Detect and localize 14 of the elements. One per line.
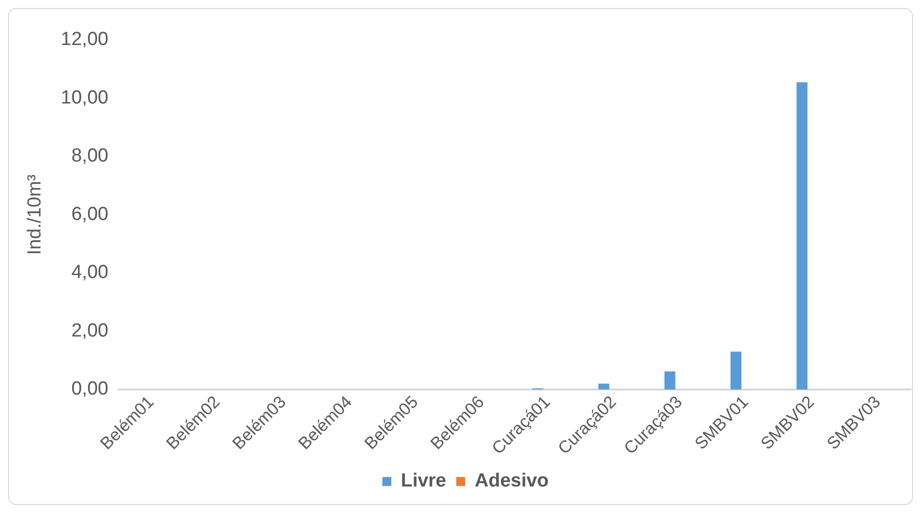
legend-label: Livre [400,470,446,492]
bar [730,352,742,390]
y-tick-label: 8,00 [71,146,108,167]
y-tick-label: 4,00 [71,262,108,284]
bar [598,384,610,390]
y-axis-title: Ind./10m³ [24,174,46,255]
y-tick-label: 6,00 [71,204,108,225]
y-tick-label: 10,00 [60,87,108,108]
y-tick-label: 0,00 [71,378,108,400]
y-tick-label: 2,00 [71,320,108,342]
legend-label: Adesivo [474,470,549,492]
y-tick-label: 12,00 [60,29,108,50]
bar [796,82,808,390]
bar [664,371,676,390]
